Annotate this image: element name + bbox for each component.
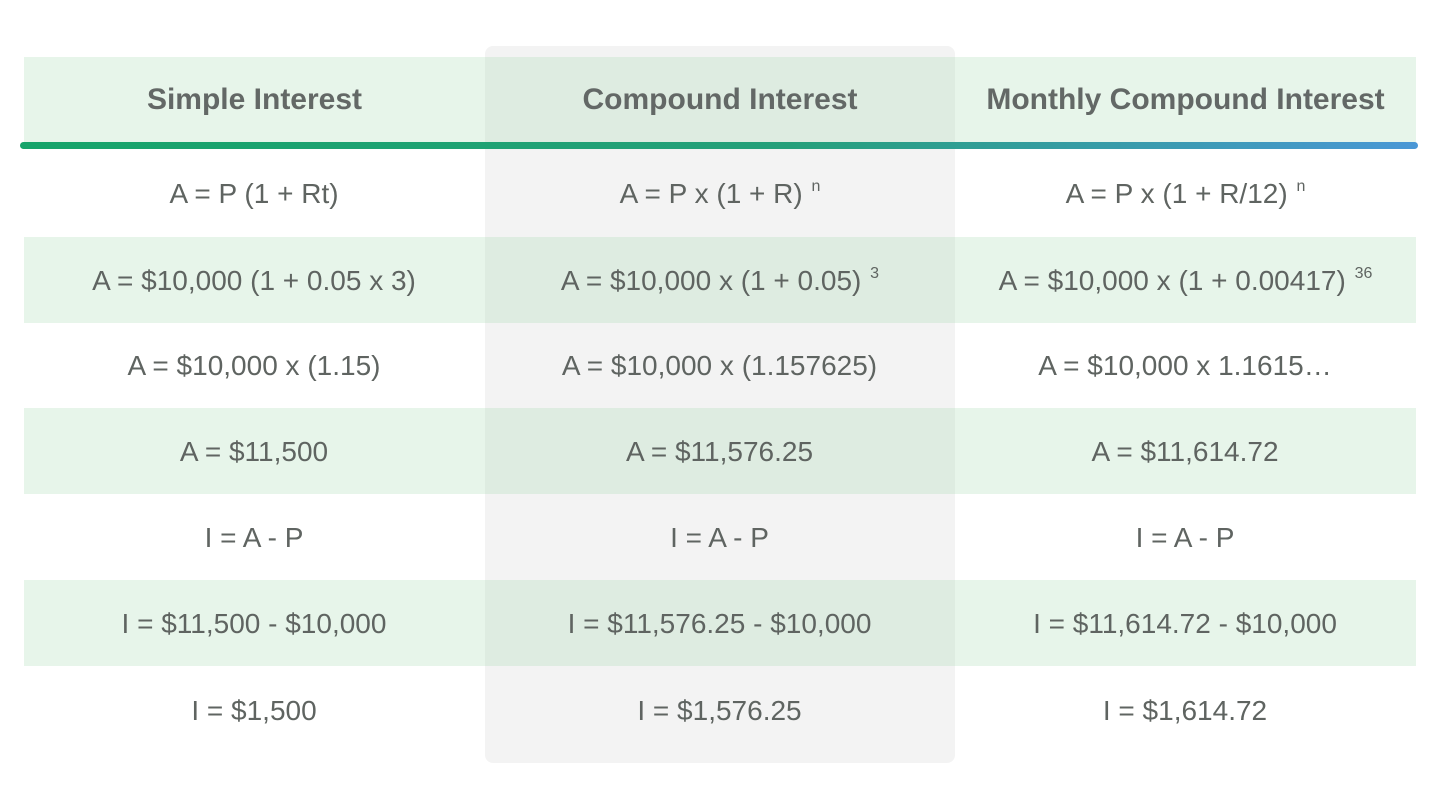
formula-text: A = $11,576.25 — [625, 435, 814, 467]
simple-cell: A = P (1 + Rt) — [24, 179, 485, 208]
monthly-cell: A = $11,614.72 — [955, 437, 1416, 466]
exponent: n — [1296, 177, 1306, 195]
compound-cell: I = A - P — [485, 523, 955, 552]
table-row: A = $11,500 A = $11,576.25 A = $11,614.7… — [24, 408, 1416, 494]
table-row: I = A - P I = A - P I = A - P — [24, 494, 1416, 580]
table-row: I = $11,500 - $10,000 I = $11,576.25 - $… — [24, 580, 1416, 666]
formula-text: I = $11,500 - $10,000 — [121, 607, 387, 639]
formula-text: A = $10,000 x 1.1615… — [1038, 350, 1332, 381]
formula-text: A = $11,500 — [179, 435, 329, 467]
compound-cell: I = $1,576.25 — [485, 696, 955, 725]
simple-cell: A = $11,500 — [24, 437, 485, 466]
interest-comparison-table: Simple Interest Compound Interest Monthl… — [20, 57, 1418, 754]
formula-text: A = $11,614.72 — [1091, 435, 1279, 467]
formula-text: A = P (1 + Rt) — [169, 177, 339, 209]
formula-text: A = $10,000 x (1.157625) — [561, 350, 878, 381]
formula-text: I = $11,614.72 - $10,000 — [1033, 607, 1337, 639]
compound-cell: A = $10,000 x (1 + 0.05) 3 — [485, 264, 955, 296]
table-row: A = $10,000 x (1.15) A = $10,000 x (1.15… — [24, 323, 1416, 408]
formula-text: A = P x (1 + R) — [619, 177, 803, 209]
formula-text: I = A - P — [204, 521, 304, 553]
exponent: 3 — [870, 264, 880, 282]
formula-text: I = $1,576.25 — [637, 694, 802, 726]
compound-cell: A = $11,576.25 — [485, 437, 955, 466]
compound-cell: A = $10,000 x (1.157625) — [485, 351, 955, 380]
monthly-cell: I = A - P — [955, 523, 1416, 552]
formula-text: I = A - P — [1135, 521, 1235, 553]
header-compound-interest: Compound Interest — [582, 83, 858, 116]
table-header-row: Simple Interest Compound Interest Monthl… — [24, 57, 1416, 143]
simple-cell: A = $10,000 (1 + 0.05 x 3) — [24, 266, 485, 295]
monthly-cell: A = $10,000 x (1 + 0.00417) 36 — [955, 264, 1416, 296]
header-monthly-compound-interest: Monthly Compound Interest — [986, 83, 1385, 116]
header-simple-interest: Simple Interest — [146, 83, 363, 116]
simple-cell: I = $1,500 — [24, 696, 485, 725]
compound-cell: A = P x (1 + R) n — [485, 177, 955, 209]
compound-cell: I = $11,576.25 - $10,000 — [485, 609, 955, 638]
exponent: n — [811, 177, 821, 195]
header-accent-line — [20, 142, 1418, 149]
formula-text: I = $1,614.72 — [1102, 694, 1268, 726]
formula-text: A = P x (1 + R/12) — [1065, 177, 1288, 209]
monthly-cell: I = $1,614.72 — [955, 696, 1416, 725]
table-row: A = P (1 + Rt) A = P x (1 + R) n A = P x… — [24, 149, 1416, 237]
table-body: A = P (1 + Rt) A = P x (1 + R) n A = P x… — [24, 149, 1416, 754]
simple-cell: I = A - P — [24, 523, 485, 552]
table-row: A = $10,000 (1 + 0.05 x 3) A = $10,000 x… — [24, 237, 1416, 323]
formula-text: I = $11,576.25 - $10,000 — [567, 607, 872, 639]
simple-cell: A = $10,000 x (1.15) — [24, 351, 485, 380]
formula-text: A = $10,000 x (1 + 0.00417) — [998, 264, 1346, 296]
simple-cell: I = $11,500 - $10,000 — [24, 609, 485, 638]
formula-text: A = $10,000 x (1.15) — [127, 350, 381, 381]
monthly-cell: A = $10,000 x 1.1615… — [955, 351, 1416, 380]
formula-text: A = $10,000 x (1 + 0.05) — [560, 264, 862, 296]
monthly-cell: I = $11,614.72 - $10,000 — [955, 609, 1416, 638]
exponent: 36 — [1354, 264, 1373, 282]
compound-column-highlight — [485, 46, 955, 763]
monthly-cell: A = P x (1 + R/12) n — [955, 177, 1416, 209]
formula-text: I = A - P — [670, 521, 769, 553]
formula-text: I = $1,500 — [191, 694, 317, 726]
formula-text: A = $10,000 (1 + 0.05 x 3) — [92, 264, 416, 296]
table-row: I = $1,500 I = $1,576.25 I = $1,614.72 — [24, 666, 1416, 754]
